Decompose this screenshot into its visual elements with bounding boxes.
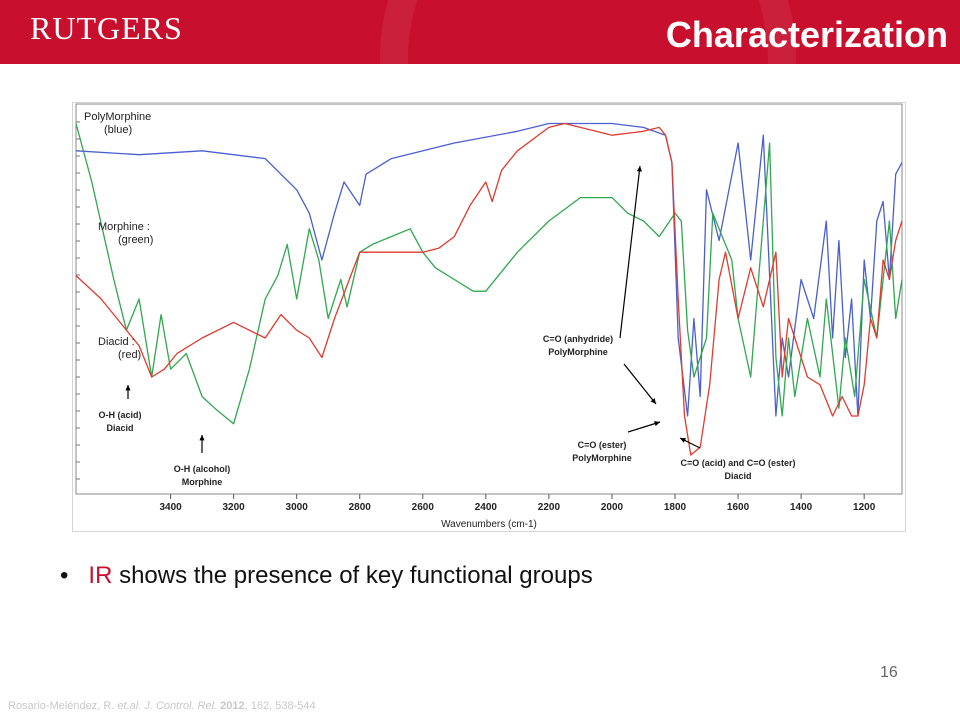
ir-spectrum-svg: 3400 3200 3000 2800 2600 2400 2200 2000 1800 1600… — [72, 102, 906, 532]
annotation-label-6: PolyMorphine — [548, 347, 608, 357]
annotation-label-3: (red) — [118, 349, 141, 361]
annotation-arrowhead-5 — [654, 421, 660, 427]
annotation-label-3: Diacid : — [98, 336, 135, 348]
x-tick-label: 1800 — [664, 502, 687, 513]
annotation-label-8: Diacid — [724, 471, 751, 481]
x-tick-label: 2800 — [349, 502, 372, 513]
citation-details: , 162, 538-544 — [244, 700, 316, 712]
citation: Rosario-Meléndez, R. et.al. J. Control. … — [8, 700, 316, 712]
plot-frame — [75, 103, 903, 495]
x-tick-label: 3400 — [159, 502, 182, 513]
rutgers-logo: RUTGERS — [30, 10, 183, 46]
bullet-marker: • — [60, 562, 69, 589]
bullet-text: shows the presence of key functional gro… — [112, 562, 593, 589]
page-number: 16 — [880, 664, 898, 681]
series-line-2 — [75, 123, 903, 425]
annotation-label-2: Morphine : — [98, 221, 150, 233]
slide-title: Characterization — [665, 14, 948, 55]
annotation-label-6: C=O (anhydride) — [543, 334, 613, 344]
x-tick-label: 1200 — [853, 502, 876, 513]
citation-author: Rosario-Meléndez, R. — [8, 700, 118, 712]
annotation-arrow-3 — [619, 165, 641, 339]
x-tick-label: 2400 — [475, 502, 498, 513]
annotation-arrowhead-2 — [199, 435, 205, 441]
header-band: RUTGERS Characterization — [0, 0, 960, 64]
annotation-arrow-5 — [627, 421, 661, 433]
ir-spectrum-chart: 3400 3200 3000 2800 2600 2400 2200 2000 1800 1600… — [72, 102, 906, 532]
x-axis-label: Wavenumbers (cm-1) — [441, 519, 537, 530]
bullet-point: • IR shows the presence of key functional… — [60, 562, 593, 590]
x-tick-label: 1600 — [727, 502, 750, 513]
bullet-keyword: IR — [88, 562, 113, 589]
annotation-label-5: O-H (alcohol) — [174, 464, 231, 474]
annotation-label-7: C=O (ester) — [578, 440, 627, 450]
x-tick-label: 3000 — [286, 502, 309, 513]
annotation-arrowhead-3 — [636, 166, 642, 172]
x-tick-label: 1400 — [790, 502, 813, 513]
annotation-label-2: (green) — [118, 234, 153, 246]
annotation-arrow-4 — [623, 363, 657, 405]
x-tick-label: 2600 — [412, 502, 435, 513]
annotation-arrowhead-6 — [680, 438, 686, 443]
annotation-label-8: C=O (acid) and C=O (ester) — [680, 458, 795, 468]
citation-year: 2012 — [220, 700, 245, 712]
annotation-label-1: PolyMorphine — [84, 111, 151, 123]
annotation-label-4: Diacid — [106, 423, 133, 433]
annotation-arrowhead-1 — [125, 385, 131, 391]
annotation-label-1: (blue) — [104, 124, 132, 136]
citation-journal: et.al. J. Control. Rel. — [117, 700, 221, 712]
annotation-label-4: O-H (acid) — [98, 410, 141, 420]
series-line-3 — [75, 122, 903, 456]
series-line-1 — [75, 122, 903, 417]
x-tick-label: 3200 — [223, 502, 246, 513]
annotation-label-5: Morphine — [182, 477, 223, 487]
annotation-arrowhead-4 — [650, 398, 656, 404]
x-tick-label: 2200 — [538, 502, 561, 513]
annotation-label-7: PolyMorphine — [572, 453, 632, 463]
x-tick-label: 2000 — [601, 502, 624, 513]
